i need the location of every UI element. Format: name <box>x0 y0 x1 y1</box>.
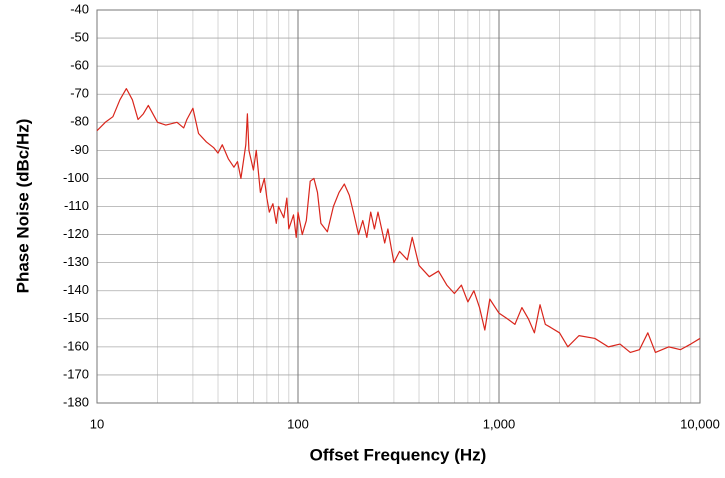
y-tick-label: -180 <box>63 394 89 409</box>
x-axis-title: Offset Frequency (Hz) <box>310 445 487 464</box>
y-tick-label: -170 <box>63 366 89 381</box>
y-tick-label: -160 <box>63 338 89 353</box>
y-tick-label: -40 <box>70 1 89 16</box>
y-axis-title: Phase Noise (dBc/Hz) <box>13 119 32 294</box>
plot-border <box>96 9 701 404</box>
x-tick-label: 10 <box>90 416 104 431</box>
y-tick-label: -130 <box>63 254 89 269</box>
y-tick-label: -120 <box>63 226 89 241</box>
x-tick-label: 1,000 <box>483 416 516 431</box>
y-tick-label: -100 <box>63 170 89 185</box>
y-tick-label: -70 <box>70 86 89 101</box>
y-tick-label: -110 <box>64 198 89 213</box>
y-tick-label: -140 <box>63 282 89 297</box>
y-tick-label: -90 <box>70 142 89 157</box>
x-tick-label: 100 <box>287 416 309 431</box>
y-tick-label: -60 <box>70 58 89 73</box>
y-tick-label: -50 <box>70 30 89 45</box>
data-line <box>96 88 701 354</box>
y-tick-label: -80 <box>70 114 89 129</box>
y-tick-label: -150 <box>63 310 89 325</box>
x-tick-label: 10,000 <box>680 416 720 431</box>
